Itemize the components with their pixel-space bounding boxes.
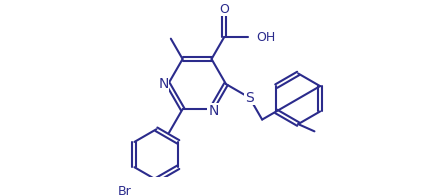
Text: S: S bbox=[245, 91, 254, 105]
Text: O: O bbox=[219, 3, 229, 15]
Text: Br: Br bbox=[117, 185, 131, 196]
Text: N: N bbox=[208, 104, 219, 118]
Text: N: N bbox=[158, 77, 169, 91]
Text: OH: OH bbox=[256, 31, 275, 44]
